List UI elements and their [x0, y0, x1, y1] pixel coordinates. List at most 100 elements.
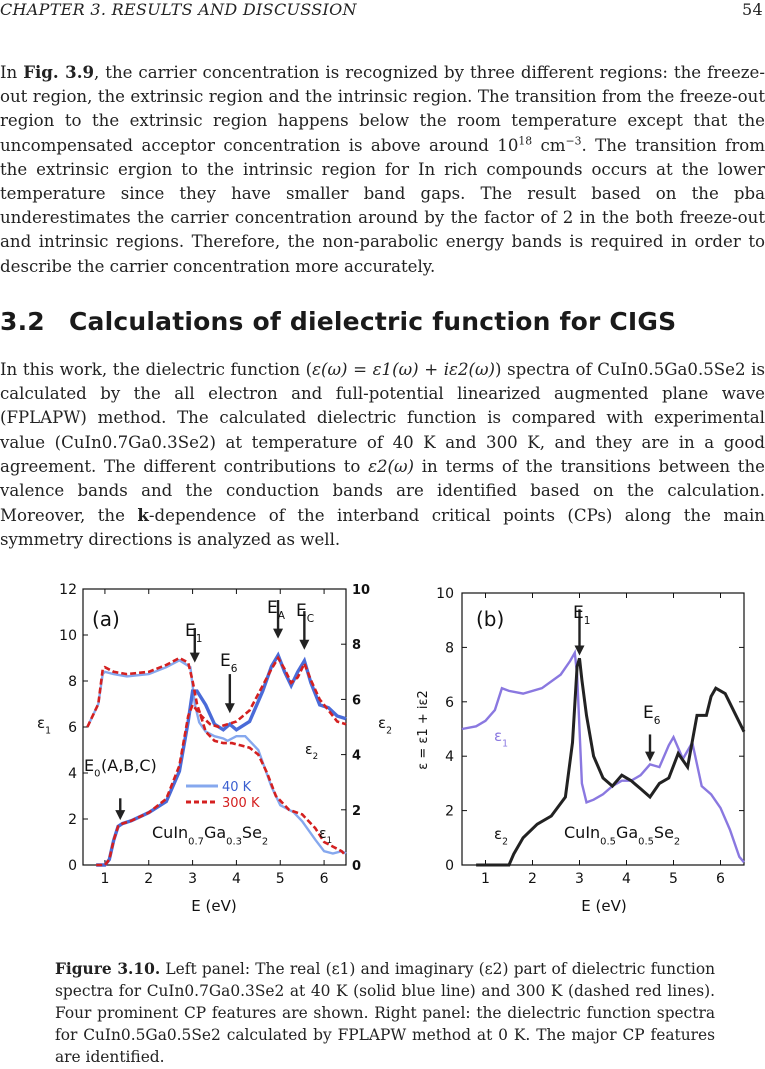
panel-a-curve-label-eps2: ε2 — [305, 742, 318, 762]
text-run: , the carrier concentration is recognize… — [0, 63, 765, 155]
panel-b-x-tick-label: 1 — [481, 871, 490, 887]
panel-a-x-tick-label: 2 — [144, 871, 153, 887]
panel-a-y-tick-label: 10 — [59, 628, 77, 644]
panel-b-y-tick-label: 8 — [445, 640, 454, 656]
unit-exponent: −3 — [565, 134, 582, 148]
panel-a-x-tick-label: 6 — [320, 871, 329, 887]
dielectric-formula: ε(ω) = ε1(ω) + iε2(ω) — [312, 360, 495, 379]
panel-b-y-axis-label: ε = ε1 + iε2 — [416, 690, 431, 770]
panel-a-y2-tick-label: 10 — [352, 583, 370, 598]
panel-a-annotation-e0-text: (A,B,C) — [101, 756, 157, 775]
panel-a-y-tick-label: 4 — [68, 766, 77, 782]
panel-a-curve-label-eps1: ε1 — [319, 826, 332, 846]
text-run: ) at temperature of 40 K and 300 K, and … — [0, 432, 765, 476]
panel-a-arrow-e0-head — [115, 810, 126, 821]
panel-b-arrow-e6-head — [645, 751, 655, 762]
panel-a-x-tick-label: 4 — [232, 871, 241, 887]
unit-text: cm — [532, 135, 566, 155]
panel-a-x-tick-label: 5 — [276, 871, 285, 887]
panel-b-curve-label-eps2: ε2 — [494, 825, 508, 847]
panel-a-annotation-ec: EC — [296, 601, 314, 625]
panel-a-annotation-ea: EA — [267, 598, 286, 622]
panel-b-x-tick-label: 6 — [716, 871, 725, 887]
panel-a-annotation-e1: E1 — [185, 621, 202, 645]
panel-b-compound-label: CuIn0.5Ga0.5Se2 — [564, 823, 680, 847]
epsilon2-symbol: ε2(ω) — [368, 456, 415, 476]
compound-name: CuIn0.7Ga0.3Se2 — [61, 432, 210, 452]
panel-a-arrow-e6-head — [224, 703, 235, 714]
panel-b-x-tick-label: 5 — [669, 871, 678, 887]
caption-text: Left panel: The real (ε1) and imaginary … — [55, 960, 716, 1066]
text-run: in terms of the transitions between the … — [0, 456, 765, 526]
compound-name: CuIn0.5Ga0.5Se2 — [597, 360, 746, 379]
panel-b-y-tick-label: 2 — [445, 804, 454, 820]
panel-a-label: (a) — [92, 607, 120, 631]
panel-a-y-tick-label: 12 — [59, 582, 77, 598]
panel-b-annotation-e6: E6 — [643, 703, 661, 727]
panel-b-frame — [461, 592, 745, 866]
panel-a-annotation-e6: E6 — [220, 651, 238, 675]
text-run: is calculated by the all electron and fu… — [0, 360, 765, 452]
caption-label: Figure 3.10. — [55, 960, 161, 978]
panel-a-y-tick-label: 6 — [68, 720, 77, 736]
panel-b-label: (b) — [476, 607, 504, 631]
text-run: In — [0, 63, 24, 82]
figure-3-10: 1 2 3 4 5 6 0 2 4 6 8 10 12 0 2 4 6 8 10 E (eV) ε1 ε2 (a) E0 (A,… — [0, 578, 765, 930]
panel-a-arrow-e1-head — [189, 652, 200, 663]
running-header: CHAPTER 3. RESULTS AND DISCUSSION 54 — [0, 0, 765, 20]
figure-caption: Figure 3.10. Left panel: The real (ε1) a… — [55, 958, 715, 1068]
page-number: 54 — [742, 0, 763, 19]
panel-a-y2-tick-label: 4 — [352, 749, 361, 764]
text-run: ) spectra of — [495, 360, 598, 379]
legend-label-300k: 300 K — [222, 796, 260, 811]
panel-a-x-axis-label: E (eV) — [191, 897, 236, 915]
text-run: -dependence of the interband critical po… — [0, 506, 765, 550]
panel-a-x-tick-label: 3 — [188, 871, 197, 887]
panel-a-y-tick-label: 2 — [68, 812, 77, 828]
panel-a-compound-label: CuIn0.7Ga0.3Se2 — [152, 823, 268, 847]
section-heading: 3.2 Calculations of dielectric function f… — [0, 307, 676, 336]
paragraph-dielectric-function: In this work, the dielectric function (ε… — [0, 358, 765, 553]
section-title: Calculations of dielectric function for … — [69, 307, 677, 336]
concentration-exponent: 18 — [518, 134, 533, 148]
panel-b-x-tick-label: 4 — [622, 871, 631, 887]
k-symbol: k — [137, 505, 149, 526]
figure-reference[interactable]: Fig. 3.9 — [23, 62, 95, 82]
panel-b-x-tick-label: 3 — [575, 871, 584, 887]
panel-b-annotation-e1: E1 — [573, 603, 590, 627]
panel-a-series-2 — [86, 656, 347, 857]
panel-b-y-tick-label: 6 — [445, 695, 454, 711]
text-run: In this work, the dielectric function ( — [0, 360, 313, 379]
panel-b-arrow-e1-head — [574, 645, 585, 656]
panel-a-y2-axis-label: ε2 — [378, 714, 392, 736]
panel-a-series-1 — [86, 658, 347, 855]
panel-a-y2-tick-label: 0 — [352, 859, 361, 874]
panel-a-y-axis-label: ε1 — [37, 714, 51, 736]
panel-a-arrow-ec-head — [299, 639, 310, 650]
panel-b-y-tick-label: 0 — [445, 858, 454, 874]
panel-a-y2-tick-label: 2 — [352, 804, 361, 819]
panel-a-y-tick-label: 0 — [68, 858, 77, 874]
panel-a-arrow-ea-head — [273, 628, 284, 639]
panel-a-series-4 — [96, 655, 347, 867]
text-run: . The transition from the extrinsic ergi… — [0, 135, 765, 276]
panel-b-y-tick-label: 4 — [445, 749, 454, 765]
concentration-base: 10 — [497, 135, 519, 155]
panel-a-annotation-e0: E0 — [84, 756, 100, 780]
panel-a-y2-tick-label: 6 — [352, 693, 361, 708]
concentration-value: 1018 — [497, 134, 533, 155]
panel-b-series-1 — [461, 648, 745, 864]
paragraph-carrier-concentration: In Fig. 3.9, the carrier concentration i… — [0, 60, 765, 279]
panel-a-y-tick-label: 8 — [68, 674, 77, 690]
section-number: 3.2 — [0, 307, 45, 336]
legend-label-40k: 40 K — [222, 780, 252, 795]
panel-a-y2-tick-label: 8 — [352, 638, 361, 653]
panel-b-series-2 — [476, 657, 746, 867]
panel-b-y-tick-label: 10 — [436, 586, 454, 602]
panel-a-x-tick-label: 1 — [100, 871, 109, 887]
panel-b-curve-label-eps1: ε1 — [494, 727, 508, 749]
chapter-title: CHAPTER 3. RESULTS AND DISCUSSION — [0, 0, 357, 19]
panel-b-x-tick-label: 2 — [528, 871, 537, 887]
panel-b-x-axis-label: E (eV) — [581, 897, 626, 915]
